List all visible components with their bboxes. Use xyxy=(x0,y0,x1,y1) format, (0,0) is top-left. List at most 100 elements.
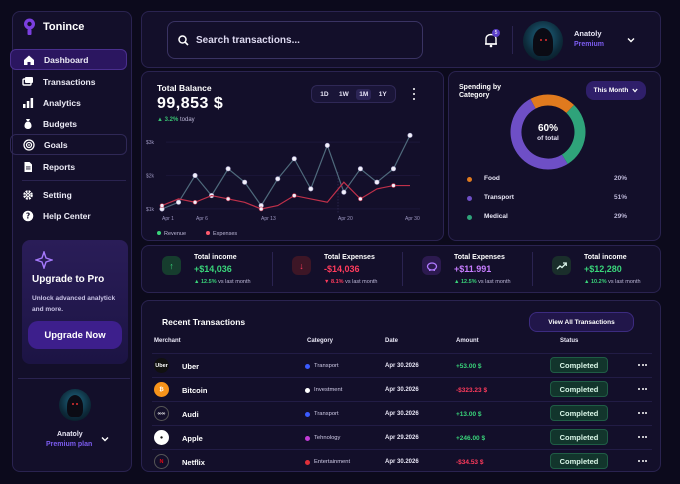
data-point[interactable] xyxy=(357,166,363,172)
data-point[interactable] xyxy=(308,186,314,192)
chevron-down-icon[interactable] xyxy=(627,37,635,43)
top-bar: Search transactions... 5 Anatoly Premium xyxy=(141,11,661,68)
donut-slice-food xyxy=(530,94,575,114)
data-point[interactable] xyxy=(258,206,264,212)
data-point[interactable] xyxy=(341,189,347,195)
legend-dot xyxy=(157,231,161,235)
status-badge: Completed xyxy=(550,453,608,469)
nav-transactions[interactable]: Transactions xyxy=(10,71,127,92)
legend-name: Medical xyxy=(484,213,508,220)
table-row[interactable]: N Netflix Entertainment Apr 30.2026 -$34.53 … xyxy=(152,449,652,472)
gear-icon xyxy=(22,189,34,201)
app-name: Tonince xyxy=(43,21,85,33)
stat-card: ↓ Total Expenses -$14,036 ▼ 8.1% vs last… xyxy=(272,246,402,292)
more-horizontal-icon[interactable] xyxy=(638,364,647,366)
nav-label: Analytics xyxy=(43,97,81,108)
range-1w[interactable]: 1W xyxy=(339,90,349,98)
data-point[interactable] xyxy=(390,166,396,172)
money-bag-icon xyxy=(22,118,34,130)
nav-goals[interactable]: Goals xyxy=(10,134,127,155)
transaction-date: Apr 29.2026 xyxy=(385,435,419,441)
data-point[interactable] xyxy=(324,142,330,148)
column-header-date[interactable]: Date xyxy=(385,338,399,344)
data-point[interactable] xyxy=(159,203,165,208)
period-label: This Month xyxy=(593,87,629,94)
donut-slice-medical xyxy=(561,105,586,164)
balance-change-period: today xyxy=(179,117,195,123)
search-input[interactable]: Search transactions... xyxy=(167,21,423,59)
upgrade-now-button[interactable]: Upgrade Now xyxy=(28,321,122,349)
data-point[interactable] xyxy=(192,173,198,179)
arrow-up-icon: ▲ xyxy=(157,117,163,123)
more-horizontal-icon[interactable] xyxy=(638,460,647,462)
column-header-merchant[interactable]: Merchant xyxy=(154,338,181,344)
category-name: Transport xyxy=(314,363,339,369)
period-dropdown[interactable]: This Month xyxy=(586,81,646,100)
stat-divider xyxy=(402,252,403,286)
data-point[interactable] xyxy=(225,166,231,172)
data-point[interactable] xyxy=(242,179,248,185)
stat-label: Total Expenses xyxy=(324,254,375,261)
more-horizontal-icon[interactable] xyxy=(638,412,647,414)
user-avatar[interactable] xyxy=(523,21,563,61)
table-row[interactable]: Uber Uber Transport Apr 30.2026 +53.00 $ Comp… xyxy=(152,353,652,376)
sparkle-icon xyxy=(35,251,53,269)
upgrade-title: Upgrade to Pro xyxy=(32,274,105,285)
data-point[interactable] xyxy=(176,199,182,205)
x-tick-label: Apr 13 xyxy=(261,216,276,222)
nav-setting[interactable]: Setting xyxy=(10,184,127,205)
data-point[interactable] xyxy=(407,132,413,138)
status-badge: Completed xyxy=(550,357,608,373)
x-tick-label: Apr 6 xyxy=(196,216,208,222)
transaction-date: Apr 30.2026 xyxy=(385,387,419,393)
chevron-down-icon[interactable] xyxy=(101,436,109,442)
more-vertical-icon[interactable] xyxy=(412,88,416,100)
column-header-category[interactable]: Category xyxy=(307,338,334,344)
stat-card: ↑ Total income +$14,036 ▲ 12.5% vs last … xyxy=(142,246,272,292)
stat-value: -$14,036 xyxy=(324,264,360,274)
range-1y[interactable]: 1Y xyxy=(378,90,387,98)
more-horizontal-icon[interactable] xyxy=(638,436,647,438)
stat-change-value: 12.5% xyxy=(460,279,477,285)
merchant-name: Bitcoin xyxy=(182,386,208,395)
nav-label: Dashboard xyxy=(44,54,89,65)
series-line-revenue xyxy=(161,135,411,210)
data-point[interactable] xyxy=(275,176,281,182)
nav-label: Budgets xyxy=(43,118,77,129)
nav-label: Setting xyxy=(43,189,72,200)
stat-card: Total income +$12,280 ▲ 10.2% vs last mo… xyxy=(532,246,662,292)
data-point[interactable] xyxy=(358,196,363,202)
nav-analytics[interactable]: Analytics xyxy=(10,92,127,113)
table-row[interactable]: ∞∞ Audi Transport Apr 30.2026 +13.00 $ Comple… xyxy=(152,401,652,424)
data-point[interactable] xyxy=(225,196,231,202)
nav-budgets[interactable]: Budgets xyxy=(10,113,127,134)
table-row[interactable]: ● Apple Tehnology Apr 29.2026 +246.00 $ Compl… xyxy=(152,425,652,448)
table-row[interactable]: ₿ Bitcoin Investment Apr 30.2026 -$323.23 $ C… xyxy=(152,377,652,400)
view-all-transactions-button[interactable]: View All Transactions xyxy=(529,312,634,332)
more-horizontal-icon[interactable] xyxy=(638,388,647,390)
data-point[interactable] xyxy=(374,179,380,185)
nav-help-center[interactable]: ? Help Center xyxy=(10,205,127,226)
range-1d[interactable]: 1D xyxy=(320,90,329,98)
upgrade-card: Upgrade to Pro Unlock advanced analytick… xyxy=(22,240,128,364)
sidebar-avatar[interactable] xyxy=(59,389,91,421)
column-header-status[interactable]: Status xyxy=(560,338,579,344)
stat-value: +$12,280 xyxy=(584,264,622,274)
data-point[interactable] xyxy=(291,156,297,162)
range-1m[interactable]: 1M xyxy=(356,88,372,100)
app-logo[interactable]: Tonince xyxy=(22,18,84,36)
data-point[interactable] xyxy=(192,199,198,205)
stat-divider xyxy=(532,252,533,286)
nav-reports[interactable]: Reports xyxy=(10,156,127,177)
bell-icon[interactable] xyxy=(483,32,499,48)
data-point[interactable] xyxy=(291,193,297,198)
stat-label: Total income xyxy=(584,254,627,261)
total-balance-card: $1k $2k $3k Apr 1 Apr 6 Apr 13 Apr 20 Apr 30 Rev… xyxy=(141,71,444,241)
nav-dashboard[interactable]: Dashboard xyxy=(10,49,127,70)
data-point[interactable] xyxy=(391,183,396,188)
column-header-amount[interactable]: Amount xyxy=(456,338,479,344)
spending-by-category-card: Spending by Category This Month 60% of t… xyxy=(448,71,661,241)
legend-percent: 51% xyxy=(613,194,627,201)
category-dot xyxy=(305,388,310,393)
series-line-expenses xyxy=(161,181,410,210)
